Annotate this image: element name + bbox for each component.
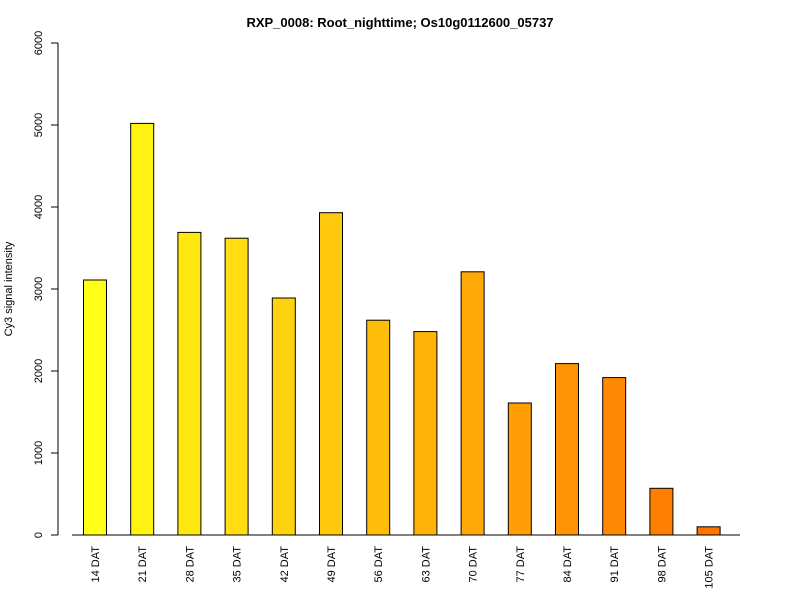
bar-35-dat (224, 237, 249, 536)
x-tick-label: 14 DAT (90, 546, 102, 583)
y-axis: 0 1000 2000 3000 4000 5000 6000 (33, 31, 740, 538)
y-tick-label: 5000 (33, 113, 45, 137)
x-tick-label: 21 DAT (137, 546, 149, 583)
x-tick-label: 42 DAT (279, 546, 291, 583)
bar-91-dat (602, 377, 627, 536)
bar-14-dat (83, 279, 107, 536)
x-tick-labels: 14 DAT 21 DAT 28 DAT 35 DAT 42 DAT 49 DAT 56 D… (90, 546, 716, 589)
bar-84-dat (555, 363, 579, 536)
x-tick-label: 70 DAT (468, 546, 480, 583)
bar-49-dat (319, 212, 343, 536)
x-tick-label: 63 DAT (420, 546, 432, 583)
y-tick-label: 4000 (33, 195, 45, 219)
bar-56-dat (366, 319, 391, 536)
x-tick-label: 98 DAT (656, 546, 668, 583)
y-tick-label: 3000 (33, 277, 45, 301)
x-tick-label: 105 DAT (704, 546, 716, 589)
chart-title: RXP_0008: Root_nighttime; Os10g0112600_0… (246, 15, 553, 30)
bar-42-dat (271, 297, 296, 536)
bar-28-dat (177, 231, 202, 536)
y-axis-label: Cy3 signal intensity (3, 241, 15, 336)
x-tick-label: 56 DAT (373, 546, 385, 583)
bar-63-dat (413, 331, 438, 536)
bar-98-dat (649, 487, 674, 536)
x-tick-label: 35 DAT (232, 546, 244, 583)
y-tick-label: 6000 (33, 31, 45, 55)
bar-105-dat (696, 526, 721, 536)
bar-21-dat (130, 122, 155, 536)
bar-70-dat (460, 271, 485, 536)
x-tick-label: 49 DAT (326, 546, 338, 583)
y-tick-label: 0 (33, 532, 45, 538)
y-tick-label: 2000 (33, 359, 45, 383)
x-tick-label: 77 DAT (515, 546, 527, 583)
x-tick-label: 91 DAT (609, 546, 621, 583)
bars-group (83, 122, 721, 536)
y-tick-label: 1000 (33, 441, 45, 465)
x-tick-label: 28 DAT (184, 546, 196, 583)
x-tick-label: 84 DAT (562, 546, 574, 583)
bar-77-dat (507, 402, 532, 536)
